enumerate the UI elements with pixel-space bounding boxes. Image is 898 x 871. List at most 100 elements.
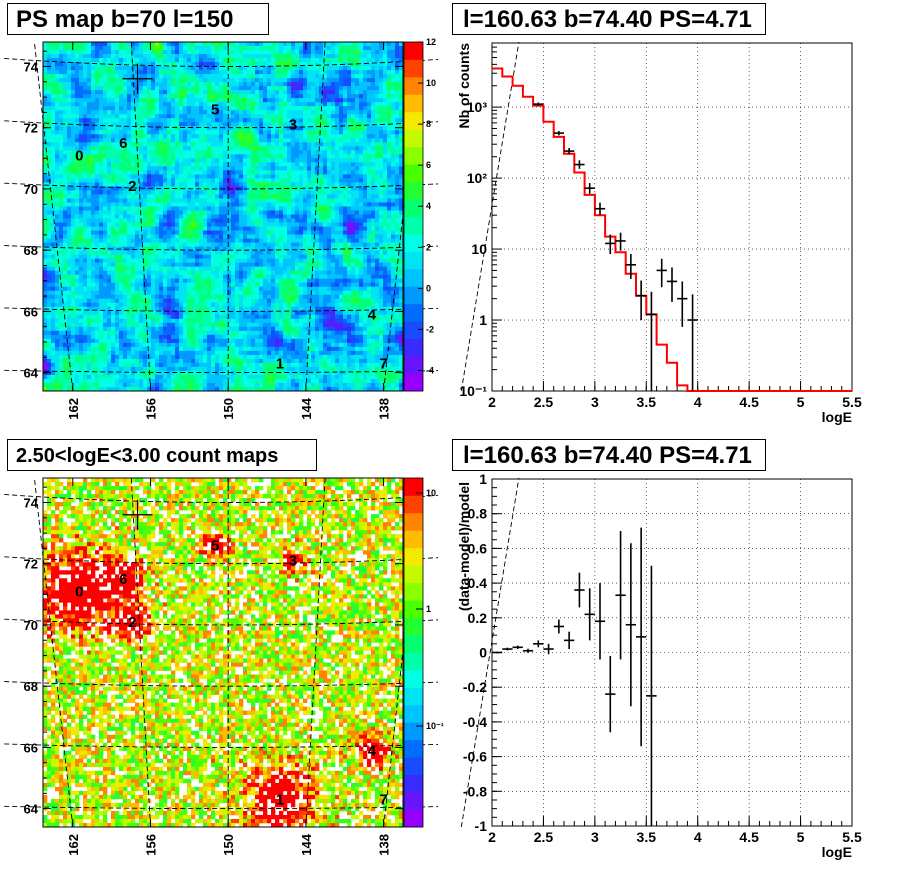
psmap-x-tick-label: 144 — [299, 397, 314, 419]
psmap-y-tick-label: 70 — [24, 182, 38, 197]
residual-data-point — [636, 527, 647, 747]
spectrum-data-point — [666, 267, 678, 302]
psmap-x-tick-label: 156 — [143, 398, 158, 420]
psmap-colorbar-tick-label: 12 — [426, 37, 436, 47]
psmap-source-label: 3 — [289, 117, 297, 134]
spectrum-data-point — [687, 294, 698, 391]
residual-y-tick-label: -0.8 — [463, 783, 487, 799]
residual-x-tick-label: 5.5 — [842, 829, 862, 845]
spectrum-y-axis-label: Nb of counts — [456, 43, 472, 129]
residual-data-point — [584, 588, 595, 641]
spectrum-x-tick-label: 3.5 — [637, 394, 657, 410]
residual-panel: 2 2.5 3 3.5 4 4.5 5 5.5 -1 -0.8 -0.6 -0.4 -0.2 0 0.2 0.… — [456, 471, 862, 860]
residual-x-tick-label: 2 — [488, 829, 496, 845]
spectrum-grid — [491, 43, 853, 392]
spectrum-title: l=160.63 b=74.40 PS=4.71 — [452, 3, 766, 35]
psmap-x-tick-label: 162 — [66, 398, 81, 420]
spectrum-x-tick-label: 3 — [591, 394, 599, 410]
spectrum-model-line — [492, 67, 852, 392]
countmap-colorbar-tick-label: 10⁻¹ — [426, 721, 444, 731]
residual-data-point — [564, 631, 575, 650]
residual-data-point — [533, 640, 544, 648]
spectrum-data-point — [584, 183, 595, 194]
residual-data-point — [594, 583, 606, 660]
psmap-source-label: 5 — [211, 101, 219, 118]
countmap-source-label: 2 — [128, 614, 136, 631]
residual-x-tick-label: 2.5 — [534, 829, 554, 845]
psmap-y-tick-label: 66 — [24, 304, 38, 319]
spectrum-data-point — [533, 102, 544, 106]
spectrum-y-tick-label: 10² — [467, 170, 488, 186]
spectrum-y-tick-label: 10³ — [467, 99, 488, 115]
residual-title: l=160.63 b=74.40 PS=4.71 — [452, 439, 766, 471]
spectrum-data-point — [553, 131, 564, 136]
psmap-frame — [42, 41, 404, 392]
spectrum-data-point — [574, 160, 585, 169]
countmap-colorbar-tick-label: 10 — [426, 488, 436, 498]
countmap-source-label: 5 — [211, 537, 219, 554]
spectrum-x-tick-label: 4.5 — [739, 394, 759, 410]
countmap-source-label: 4 — [368, 742, 377, 759]
countmap-heatmap-cells — [43, 478, 404, 828]
residual-y-axis-label: (data-model)/model — [456, 482, 472, 611]
psmap-colorbar-tick-label: -2 — [426, 324, 434, 334]
countmap-source-label: 3 — [289, 553, 297, 570]
residual-x-tick-label: 4.5 — [739, 829, 759, 845]
psmap-colorbar-tick-label: 2 — [426, 242, 431, 252]
spectrum-panel: 2 2.5 3 3.5 4 4.5 5 5.5 10⁻¹ 1 10 10² 10³ logE Nb of c… — [456, 42, 862, 425]
residual-y-tick-label: 0.2 — [468, 610, 488, 626]
residual-data-point — [615, 531, 626, 660]
residual-y-tick-label: -1 — [475, 818, 488, 834]
psmap-heatmap-cells — [43, 42, 404, 392]
countmap-colorbar — [403, 477, 424, 828]
residual-x-tick-label: 4 — [694, 829, 702, 845]
countmap-y-tick-label: 68 — [24, 679, 38, 694]
spectrum-y-tick-label: 1 — [479, 312, 487, 328]
countmap-y-tick-label: 66 — [24, 740, 38, 755]
psmap-y-tick-label: 72 — [24, 121, 38, 136]
countmap-source-label: 7 — [379, 791, 387, 808]
spectrum-x-tick-label: 4 — [694, 394, 702, 410]
psmap-colorbar-frame — [403, 41, 424, 392]
spectrum-data-point — [677, 281, 688, 327]
countmap-y-tick-label: 64 — [24, 802, 39, 817]
spectrum-data-point — [636, 280, 647, 321]
countmap-y-tick-label: 70 — [24, 618, 38, 633]
psmap-colorbar-tick-label: 0 — [426, 283, 431, 293]
psmap-colorbar-tick-label: 8 — [426, 119, 431, 129]
countmap-y-tick-label: 74 — [24, 495, 39, 510]
psmap-colorbar-tick-label: -4 — [426, 365, 434, 375]
residual-data-point — [553, 619, 564, 634]
countmap-x-tick-label: 138 — [377, 834, 392, 856]
residual-y-tick-label: -0.4 — [463, 714, 487, 730]
psmap-colorbar-tick-label: 4 — [426, 201, 431, 211]
psmap-y-tick-label: 74 — [24, 59, 39, 74]
residual-y-tick-label: -0.2 — [463, 679, 487, 695]
residual-grid — [491, 478, 853, 827]
residual-data-point — [512, 645, 523, 650]
residual-data-point — [646, 565, 657, 826]
spectrum-x-tick-label: 5.5 — [842, 394, 862, 410]
spectrum-x-tick-label: 2.5 — [534, 394, 554, 410]
spectrum-x-tick-label: 5 — [797, 394, 805, 410]
residual-data-point — [625, 543, 636, 707]
spectrum-y-tick-label: 10 — [471, 241, 487, 257]
spectrum-frame — [491, 42, 853, 392]
residual-data-point — [492, 651, 503, 654]
psmap-colorbar — [403, 41, 424, 392]
countmap-colorbar-tick-label: 1 — [426, 604, 431, 614]
residual-y-tick-label: 0.8 — [468, 506, 488, 522]
countmap-y-tick-label: 72 — [24, 557, 38, 572]
countmap-x-tick-label: 150 — [221, 834, 236, 856]
countmap-source-label: 0 — [75, 583, 83, 600]
residual-data-point — [574, 572, 585, 608]
counts-title: 2.50<logE<3.00 count maps — [7, 439, 317, 471]
spectrum-x-axis-label: logE — [822, 409, 852, 425]
psmap-source-label: 2 — [128, 178, 136, 195]
psmap-colorbar-tick-label: 6 — [426, 160, 431, 170]
spectrum-data-point — [594, 202, 606, 216]
spectrum-x-tick-label: 2 — [488, 394, 496, 410]
countmap-colorbar-frame — [403, 477, 424, 828]
